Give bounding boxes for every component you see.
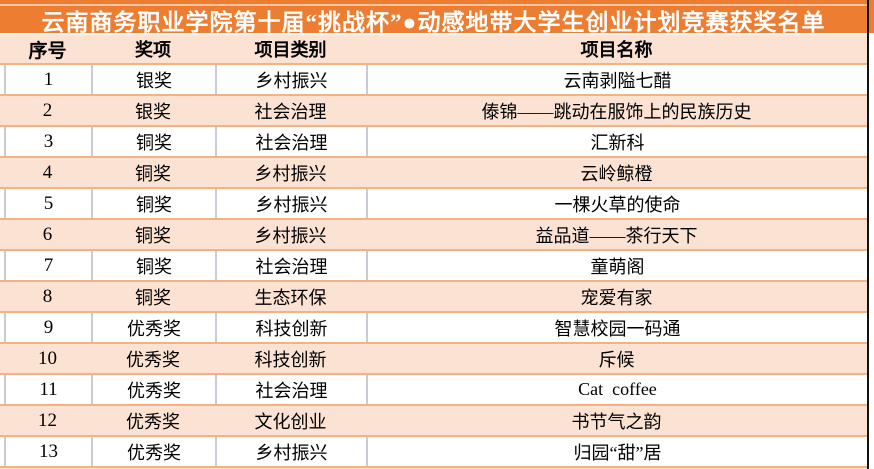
- cell-no: 12: [38, 409, 57, 431]
- header-category: 项目类别: [254, 40, 327, 60]
- cell-no: 10: [38, 347, 57, 369]
- table-row: 7 铜奖 社会治理 童萌阁: [0, 249, 867, 280]
- cell-project-name: 一棵火草的使命: [366, 189, 867, 218]
- cell-category: 科技创新: [215, 313, 366, 342]
- cell-project-name: 汇新科: [366, 127, 867, 156]
- table-row: 9 优秀奖 科技创新 智慧校园一码通: [0, 311, 867, 342]
- cell-no: 3: [4, 127, 91, 156]
- table-row: 12 优秀奖 文化创业 书节气之韵: [0, 404, 867, 435]
- cell-project-name: 童萌阁: [366, 251, 867, 280]
- cell-project-name: 益品道——茶行天下: [535, 225, 698, 246]
- cell-award: 铜奖: [91, 251, 215, 280]
- cell-no: 13: [4, 437, 91, 466]
- table-row: 11 优秀奖 社会治理 Cat coffee: [0, 373, 867, 404]
- cell-project-name: Cat coffee: [366, 375, 867, 404]
- cell-award: 银奖: [135, 101, 171, 122]
- table-title-bar: 云南商务职业学院第十届“挑战杯”●动感地带大学生创业计划竞赛获奖名单: [0, 4, 867, 35]
- cell-no: 4: [42, 161, 53, 183]
- cell-project-name: 云岭鲸橙: [580, 163, 653, 184]
- table-row: 13 优秀奖 乡村振兴 归园“甜”居: [0, 435, 867, 466]
- cell-category: 乡村振兴: [215, 189, 366, 218]
- cell-award: 优秀奖: [91, 375, 215, 404]
- table-row: 10 优秀奖 科技创新 斥候: [0, 342, 867, 373]
- cell-no: 11: [4, 375, 91, 404]
- cell-no: 7: [4, 251, 91, 280]
- cell-award: 优秀奖: [126, 411, 180, 432]
- cell-category: 社会治理: [254, 101, 327, 122]
- cell-award: 铜奖: [135, 225, 171, 246]
- cell-category: 文化创业: [254, 411, 327, 432]
- right-margin-strip: [869, 0, 874, 469]
- cell-category: 生态环保: [254, 287, 327, 308]
- cell-award: 铜奖: [135, 287, 171, 308]
- cell-award: 铜奖: [135, 163, 171, 184]
- cell-project-name: 傣锦——跳动在服饰上的民族历史: [481, 101, 752, 122]
- cell-project-name: 智慧校园一码通: [366, 313, 867, 342]
- cell-project-name: 宠爱有家: [580, 287, 653, 308]
- header-no: 序号: [28, 40, 67, 62]
- right-margin-title-fill: [869, 0, 874, 33]
- cell-no: 5: [4, 189, 91, 218]
- table-row: 6 铜奖 乡村振兴 益品道——茶行天下: [0, 218, 867, 249]
- cell-category: 科技创新: [254, 349, 327, 370]
- cutoff-next-row: [0, 466, 867, 469]
- cell-award: 优秀奖: [91, 437, 215, 466]
- cell-no: 8: [42, 285, 53, 307]
- header-project-name: 项目名称: [580, 40, 653, 60]
- table-row: 8 铜奖 生态环保 宠爱有家: [0, 280, 867, 311]
- top-edge-strip: [0, 0, 867, 4]
- cell-category: 乡村振兴: [254, 225, 327, 246]
- cell-category: 社会治理: [215, 251, 366, 280]
- cell-award: 优秀奖: [91, 313, 215, 342]
- cell-no: 1: [4, 65, 91, 94]
- cell-project-name: 斥候: [598, 349, 635, 370]
- table-header-row: 序号 奖项 项目类别 项目名称: [0, 33, 867, 63]
- cell-category: 乡村振兴: [215, 437, 366, 466]
- table-row: 4 铜奖 乡村振兴 云岭鲸橙: [0, 156, 867, 187]
- cell-award: 铜奖: [91, 189, 215, 218]
- cell-project-name: 云南剥隘七醋: [366, 65, 867, 94]
- cell-project-name: 书节气之韵: [571, 411, 662, 432]
- cell-category: 乡村振兴: [215, 65, 366, 94]
- cell-no: 2: [42, 99, 53, 121]
- cell-no: 9: [4, 313, 91, 342]
- table-row: 5 铜奖 乡村振兴 一棵火草的使命: [0, 187, 867, 218]
- cell-no: 6: [42, 223, 53, 245]
- cell-category: 社会治理: [215, 375, 366, 404]
- cell-category: 社会治理: [215, 127, 366, 156]
- table-row: 1 银奖 乡村振兴 云南剥隘七醋: [0, 63, 867, 94]
- cell-category: 乡村振兴: [254, 163, 327, 184]
- table-title: 云南商务职业学院第十届“挑战杯”●动感地带大学生创业计划竞赛获奖名单: [41, 9, 826, 35]
- header-award: 奖项: [135, 40, 171, 60]
- cell-award: 铜奖: [91, 127, 215, 156]
- table-body: 1 银奖 乡村振兴 云南剥隘七醋 2 银奖 社会治理 傣锦——跳动在服饰上的民族…: [0, 63, 867, 466]
- cell-award: 优秀奖: [126, 349, 180, 370]
- table-row: 3 铜奖 社会治理 汇新科: [0, 125, 867, 156]
- cell-award: 银奖: [91, 65, 215, 94]
- cell-project-name: 归园“甜”居: [366, 437, 867, 466]
- table-row: 2 银奖 社会治理 傣锦——跳动在服饰上的民族历史: [0, 94, 867, 125]
